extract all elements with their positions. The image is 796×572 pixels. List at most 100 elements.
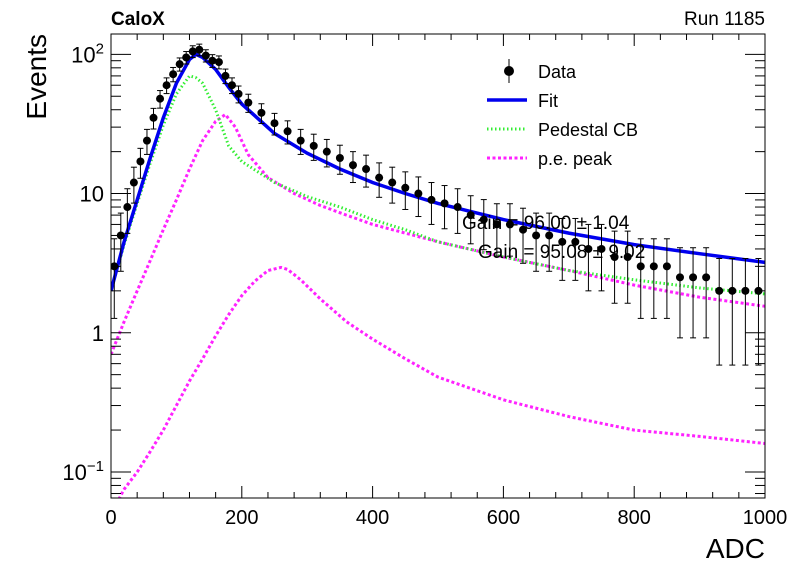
data-point xyxy=(162,77,171,95)
data-point xyxy=(195,43,204,57)
data-point xyxy=(136,147,145,179)
data-marker xyxy=(123,203,132,212)
data-point xyxy=(214,55,223,70)
data-marker xyxy=(545,231,554,240)
data-marker xyxy=(702,273,711,282)
data-point xyxy=(636,238,645,319)
data-marker xyxy=(519,225,528,234)
data-marker xyxy=(142,136,151,145)
x-tick-label: 0 xyxy=(105,507,116,529)
run-label: Run 1185 xyxy=(684,9,765,30)
y-axis: 10−1 1 10 102 xyxy=(62,40,765,495)
data-point xyxy=(156,90,165,109)
y-tick-label: 1 xyxy=(92,321,104,346)
data-marker xyxy=(571,237,580,246)
data-point xyxy=(545,212,554,272)
x-tick-label: 200 xyxy=(225,507,258,529)
data-point xyxy=(208,54,217,68)
legend-item-ped: Pedestal CB xyxy=(487,120,638,140)
data-point xyxy=(414,176,423,218)
data-marker xyxy=(401,183,410,192)
data-marker xyxy=(453,203,462,212)
legend-item-pe: p.e. peak xyxy=(487,149,613,169)
y-axis-title: Events xyxy=(21,34,52,120)
data-point xyxy=(322,138,331,168)
data-marker xyxy=(195,45,204,54)
data-points xyxy=(111,43,763,366)
data-point xyxy=(244,93,253,113)
x-tick-label: 600 xyxy=(487,507,520,529)
data-point xyxy=(597,223,606,292)
data-point xyxy=(388,166,397,204)
data-point xyxy=(348,151,357,184)
data-point xyxy=(466,195,475,245)
legend-marker xyxy=(504,66,514,76)
data-point xyxy=(142,128,151,155)
data-point xyxy=(283,120,292,145)
data-marker xyxy=(492,220,501,229)
fit-stats-box: Gain = 96.00 ± 1.04 Gain = 95.08 ± 9.02 xyxy=(462,213,645,263)
curve-p-e-peak-2 xyxy=(117,265,765,498)
data-point xyxy=(715,258,724,366)
data-marker xyxy=(283,127,292,136)
data-marker xyxy=(741,286,750,295)
data-point xyxy=(201,49,210,63)
data-point xyxy=(296,128,305,155)
y-tick-label: 102 xyxy=(71,40,104,67)
data-marker xyxy=(208,56,217,65)
data-point xyxy=(401,171,410,210)
data-marker xyxy=(440,199,449,208)
legend-label: Fit xyxy=(538,91,558,111)
data-marker xyxy=(348,161,357,170)
legend-item-data: Data xyxy=(504,59,577,83)
y-tick-label: 10−1 xyxy=(62,458,104,485)
data-point xyxy=(182,51,191,65)
data-marker xyxy=(169,70,178,79)
y-tick-label: 10 xyxy=(80,182,104,207)
data-point xyxy=(689,247,698,339)
data-marker xyxy=(728,286,737,295)
data-point xyxy=(116,212,125,272)
data-point xyxy=(519,207,528,264)
data-point xyxy=(129,166,138,204)
data-point xyxy=(571,217,580,281)
data-marker xyxy=(662,262,671,271)
legend-label: Pedestal CB xyxy=(538,120,638,140)
data-marker xyxy=(532,231,541,240)
data-marker xyxy=(675,273,684,282)
data-marker xyxy=(335,154,344,163)
data-point xyxy=(623,230,632,304)
data-marker xyxy=(234,89,243,98)
data-point xyxy=(440,185,449,230)
curve-p-e-peak-1 xyxy=(111,112,765,355)
data-point xyxy=(169,66,178,83)
data-marker xyxy=(175,60,184,69)
data-point xyxy=(754,258,763,366)
data-point xyxy=(505,203,514,257)
data-point xyxy=(728,258,737,366)
data-marker xyxy=(244,98,253,107)
curve-pedestal-cb xyxy=(111,74,765,296)
data-point xyxy=(123,188,132,234)
data-marker xyxy=(610,253,619,262)
data-marker xyxy=(156,94,165,103)
x-axis-title: ADC xyxy=(706,533,765,564)
legend: Data Fit Pedestal CB p.e. peak xyxy=(487,59,638,169)
legend-label: p.e. peak xyxy=(538,149,613,169)
data-marker xyxy=(149,113,158,122)
data-marker xyxy=(388,178,397,187)
fit-curves xyxy=(111,52,765,498)
legend-item-fit: Fit xyxy=(487,91,558,111)
experiment-label: CaloX xyxy=(111,9,165,30)
data-marker xyxy=(201,51,210,60)
data-point xyxy=(234,85,243,104)
curve-fit xyxy=(111,52,765,292)
data-marker xyxy=(636,262,645,271)
gain-stat-2: Gain = 95.08 ± 9.02 xyxy=(478,242,645,263)
data-point xyxy=(479,199,488,251)
data-marker xyxy=(227,81,236,90)
data-marker xyxy=(362,165,371,174)
data-marker xyxy=(584,244,593,253)
data-marker xyxy=(296,136,305,145)
